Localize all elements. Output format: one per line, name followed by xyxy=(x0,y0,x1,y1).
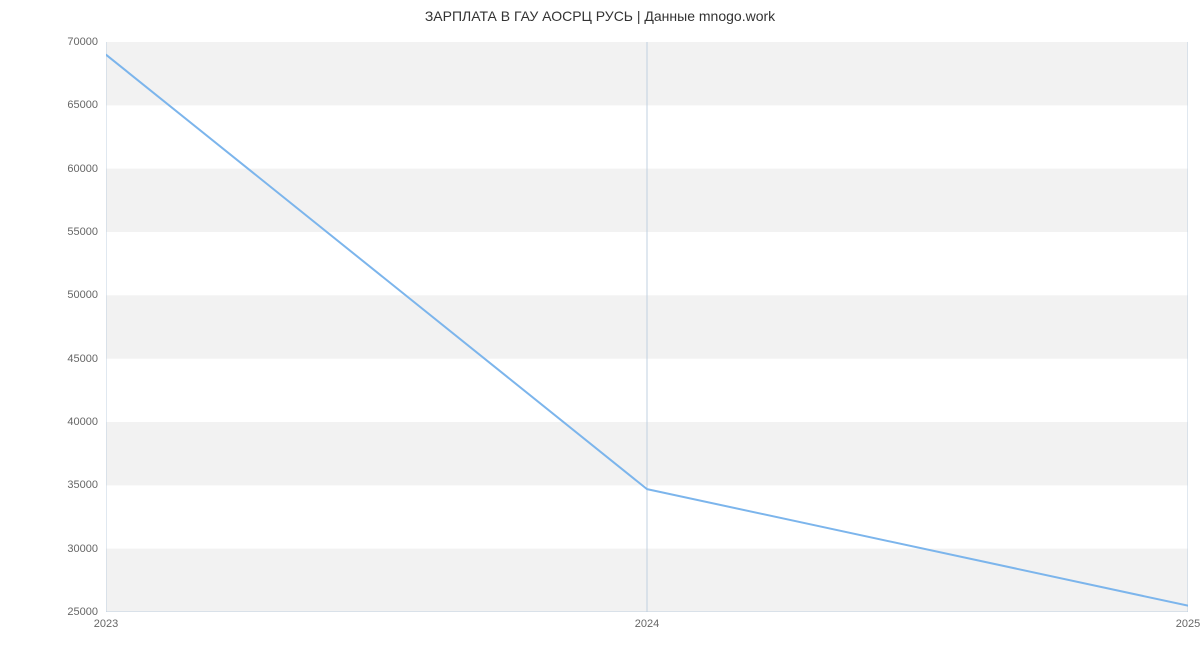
y-tick-label: 70000 xyxy=(67,36,106,48)
y-tick-label: 45000 xyxy=(67,353,106,365)
chart-title: ЗАРПЛАТА В ГАУ АОСРЦ РУСЬ | Данные mnogo… xyxy=(0,8,1200,24)
y-tick-label: 50000 xyxy=(67,289,106,301)
y-tick-label: 40000 xyxy=(67,416,106,428)
x-tick-label: 2025 xyxy=(1176,612,1200,630)
y-tick-label: 60000 xyxy=(67,163,106,175)
y-tick-label: 35000 xyxy=(67,479,106,491)
salary-chart: ЗАРПЛАТА В ГАУ АОСРЦ РУСЬ | Данные mnogo… xyxy=(0,0,1200,650)
chart-svg xyxy=(106,42,1188,612)
y-tick-label: 65000 xyxy=(67,99,106,111)
y-tick-label: 30000 xyxy=(67,543,106,555)
y-tick-label: 55000 xyxy=(67,226,106,238)
plot-area: 2500030000350004000045000500005500060000… xyxy=(106,42,1188,612)
x-tick-label: 2024 xyxy=(635,612,659,630)
x-tick-label: 2023 xyxy=(94,612,118,630)
